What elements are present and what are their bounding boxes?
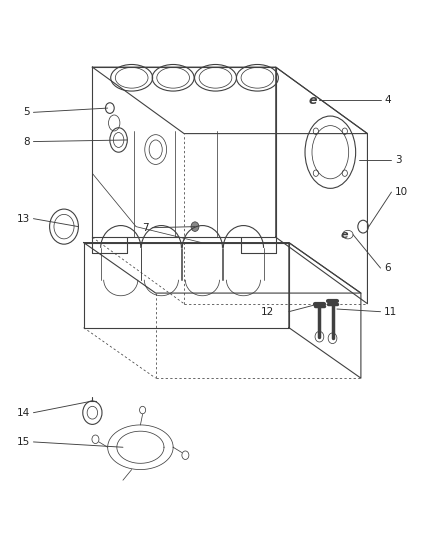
Text: 4: 4 bbox=[384, 95, 391, 105]
Text: 3: 3 bbox=[395, 155, 402, 165]
Text: e: e bbox=[309, 94, 317, 107]
Text: 8: 8 bbox=[23, 136, 30, 147]
Text: 10: 10 bbox=[395, 187, 408, 197]
Text: 12: 12 bbox=[260, 306, 274, 317]
Text: 7: 7 bbox=[142, 223, 149, 233]
Text: 14: 14 bbox=[17, 408, 30, 418]
Text: 15: 15 bbox=[17, 437, 30, 447]
Text: 13: 13 bbox=[17, 214, 30, 224]
Text: e: e bbox=[341, 230, 348, 240]
Text: 11: 11 bbox=[384, 306, 397, 317]
Circle shape bbox=[191, 222, 199, 231]
Text: 5: 5 bbox=[23, 107, 30, 117]
Text: 6: 6 bbox=[384, 263, 391, 273]
